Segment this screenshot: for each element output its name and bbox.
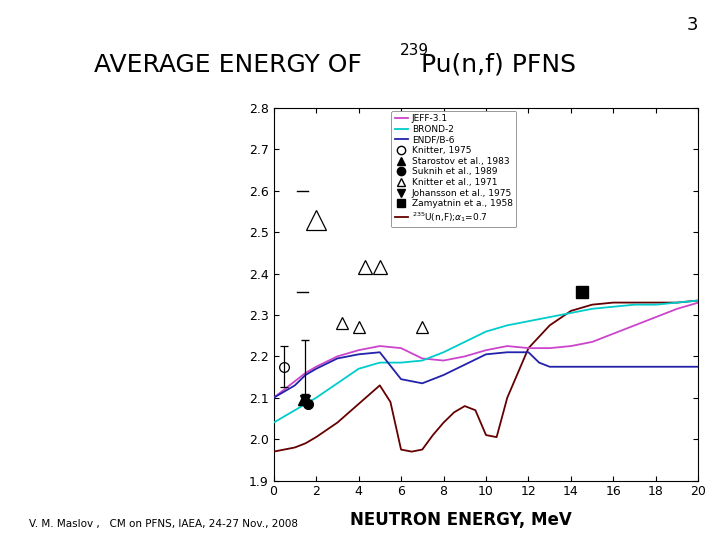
Text: NEUTRON ENERGY, MeV: NEUTRON ENERGY, MeV	[350, 511, 572, 529]
Text: AVERAGE ENERGY OF: AVERAGE ENERGY OF	[94, 53, 369, 77]
Text: V. M. Maslov ,   CM on PFNS, IAEA, 24-27 Nov., 2008: V. M. Maslov , CM on PFNS, IAEA, 24-27 N…	[29, 519, 298, 529]
Text: 239: 239	[400, 43, 428, 58]
Text: Pu(n,f) PFNS: Pu(n,f) PFNS	[421, 53, 576, 77]
Text: 3: 3	[687, 16, 698, 34]
Legend: JEFF-3.1, BROND-2, ENDF/B-6, Knitter, 1975, Starostov et al., 1983, Suknih et al: JEFF-3.1, BROND-2, ENDF/B-6, Knitter, 19…	[391, 111, 516, 227]
